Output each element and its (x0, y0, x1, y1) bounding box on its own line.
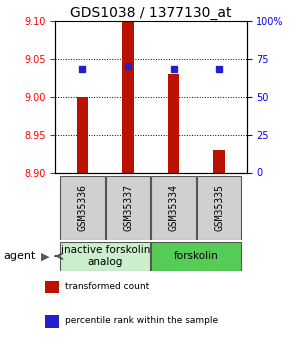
Bar (213, 150, 225, 172)
Bar (45, 315, 59, 328)
Text: GSM35335: GSM35335 (214, 184, 224, 231)
Bar (168, 74, 179, 172)
Bar (197, 176, 241, 240)
Text: forskolin: forskolin (174, 251, 219, 261)
Bar (60, 176, 105, 240)
Text: inactive forskolin
analog: inactive forskolin analog (61, 245, 150, 267)
Bar (77, 97, 88, 172)
Bar (151, 241, 241, 271)
Text: ▶: ▶ (41, 251, 49, 261)
Bar (122, 21, 134, 172)
Bar (151, 176, 196, 240)
Bar (60, 241, 150, 271)
Text: agent: agent (3, 251, 35, 261)
Text: GSM35334: GSM35334 (168, 184, 179, 231)
Text: GSM35337: GSM35337 (123, 184, 133, 231)
Title: GDS1038 / 1377130_at: GDS1038 / 1377130_at (70, 6, 231, 20)
Bar (106, 176, 150, 240)
Text: GSM35336: GSM35336 (77, 184, 88, 231)
Text: percentile rank within the sample: percentile rank within the sample (65, 316, 218, 325)
Bar (45, 281, 59, 293)
Text: transformed count: transformed count (65, 282, 150, 291)
